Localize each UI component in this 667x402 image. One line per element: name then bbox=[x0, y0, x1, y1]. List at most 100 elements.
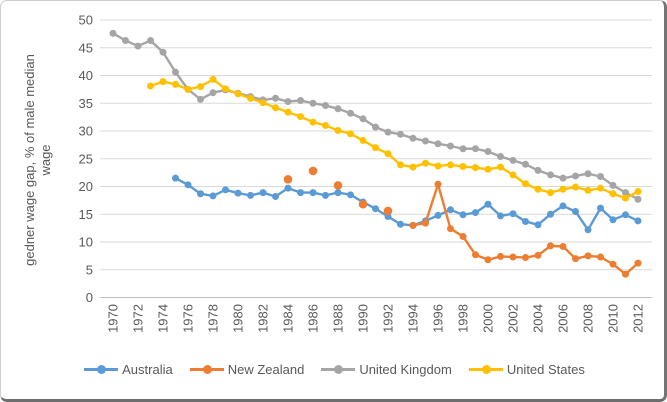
series-united-states-point bbox=[572, 183, 579, 191]
series-united-states-point bbox=[284, 108, 292, 116]
y-axis-title: gedner wage gap, % of male median wage bbox=[22, 11, 56, 309]
series-new-zealand-point bbox=[333, 181, 343, 190]
series-australia-point bbox=[547, 210, 554, 218]
legend-label-united-states: United States bbox=[506, 362, 585, 377]
y-tick-label: 25 bbox=[79, 151, 93, 166]
series-new-zealand-point bbox=[409, 221, 417, 229]
x-tick-label: 1976 bbox=[181, 304, 196, 333]
series-united-states-point bbox=[509, 171, 517, 179]
series-australia-point bbox=[459, 211, 467, 219]
series-united-kingdom-point bbox=[147, 37, 154, 45]
series-united-states-point bbox=[184, 85, 192, 93]
series-united-states-point bbox=[634, 187, 642, 195]
series-united-kingdom-line bbox=[111, 32, 640, 201]
series-australia-point bbox=[584, 226, 592, 234]
series-united-kingdom-point bbox=[584, 170, 592, 178]
series-new-zealand-point bbox=[547, 242, 554, 250]
series-new-zealand bbox=[283, 166, 642, 278]
series-united-kingdom-point bbox=[422, 137, 429, 145]
series-australia-point bbox=[472, 209, 479, 217]
series-united-states-point bbox=[434, 162, 442, 170]
series-australia-point bbox=[184, 181, 192, 189]
series-australia-point bbox=[522, 217, 529, 225]
series-united-states-point bbox=[209, 75, 217, 83]
series-australia-point bbox=[597, 204, 604, 212]
series-united-states-point bbox=[259, 99, 267, 107]
x-tick-label: 2006 bbox=[556, 304, 571, 333]
series-united-states-point bbox=[272, 104, 279, 112]
series-united-states-point bbox=[597, 184, 604, 192]
series-united-states-point bbox=[497, 163, 504, 171]
series-united-kingdom-point bbox=[272, 94, 279, 102]
x-tick-label: 1992 bbox=[381, 304, 396, 333]
series-australia-point bbox=[622, 211, 629, 219]
series-new-zealand-point bbox=[459, 232, 467, 240]
legend-label-australia: Australia bbox=[122, 362, 173, 377]
x-tick-label: 1972 bbox=[131, 304, 146, 333]
series-new-zealand-point bbox=[383, 206, 393, 216]
series-united-states-point bbox=[309, 118, 317, 126]
series-australia-point bbox=[234, 189, 242, 197]
y-axis-title-line1: gedner wage gap, % of male median bbox=[22, 54, 37, 266]
series-united-kingdom-point bbox=[109, 29, 117, 37]
series-united-kingdom-point bbox=[309, 99, 317, 107]
series-united-kingdom-point bbox=[334, 105, 342, 113]
series-australia-point bbox=[497, 212, 504, 220]
series-australia-point bbox=[609, 216, 617, 224]
series-new-zealand-point bbox=[308, 166, 318, 176]
legend-item-new-zealand: New Zealand bbox=[189, 362, 304, 377]
series-australia-point bbox=[247, 191, 254, 199]
series-australia-point bbox=[272, 192, 279, 200]
series-new-zealand-point bbox=[358, 199, 368, 209]
series-australia-point bbox=[309, 189, 317, 197]
series-united-kingdom-point bbox=[522, 160, 529, 168]
series-australia bbox=[172, 174, 642, 234]
series-united-states-point bbox=[234, 90, 242, 98]
series-united-states-point bbox=[322, 121, 329, 129]
series-united-kingdom-point bbox=[397, 130, 404, 138]
series-new-zealand-point bbox=[509, 253, 517, 261]
series-united-states-point bbox=[222, 85, 229, 93]
series-united-kingdom bbox=[109, 29, 642, 203]
x-tick-label: 1994 bbox=[406, 304, 421, 333]
series-united-states-point bbox=[522, 180, 529, 188]
series-united-kingdom-point bbox=[347, 109, 354, 117]
series-united-states-point bbox=[297, 113, 304, 121]
series-united-states-point bbox=[622, 194, 629, 202]
series-united-kingdom-point bbox=[384, 128, 392, 136]
series-new-zealand-point bbox=[634, 259, 642, 267]
series-new-zealand-point bbox=[584, 252, 592, 260]
x-tick-label: 2002 bbox=[506, 304, 521, 333]
legend-line-dot-marker-united-states bbox=[468, 365, 503, 374]
series-new-zealand-point bbox=[434, 180, 442, 188]
series-new-zealand-point bbox=[559, 242, 567, 250]
series-united-kingdom-point bbox=[497, 153, 504, 161]
series-united-kingdom-point bbox=[322, 101, 329, 109]
x-tick-labels: 1970 1972 1974 1976 1978 1980 1982 1984 1986 1988… bbox=[106, 304, 646, 333]
series-united-states-point bbox=[422, 159, 429, 167]
series-united-states-point bbox=[347, 130, 354, 138]
y-tick-label: 50 bbox=[79, 13, 93, 28]
series-new-zealand-point bbox=[447, 225, 454, 233]
series-united-kingdom-point bbox=[434, 140, 442, 148]
series-australia-point bbox=[372, 205, 379, 213]
series-united-states-point bbox=[559, 185, 567, 193]
series-united-kingdom-point bbox=[559, 174, 567, 182]
y-tick-labels: 0 5 10 15 20 25 30 35 40 45 50 bbox=[79, 13, 93, 306]
y-tick-label: 35 bbox=[79, 96, 93, 111]
series-australia-point bbox=[322, 191, 329, 199]
x-tick-label: 2000 bbox=[481, 304, 496, 333]
legend-line-dot-marker-australia bbox=[84, 365, 119, 374]
x-tick-label: 2012 bbox=[631, 304, 646, 333]
x-tick-label: 1974 bbox=[156, 304, 171, 333]
series-new-zealand-point bbox=[609, 260, 617, 268]
series-united-kingdom-point bbox=[447, 142, 454, 150]
series-united-kingdom-point bbox=[172, 68, 179, 76]
series-united-kingdom-point bbox=[484, 148, 492, 156]
legend-item-united-kingdom: United Kingdom bbox=[321, 362, 452, 377]
series-united-kingdom-point bbox=[534, 166, 542, 174]
series-new-zealand-point bbox=[484, 256, 492, 264]
x-tick-label: 1970 bbox=[106, 304, 121, 333]
